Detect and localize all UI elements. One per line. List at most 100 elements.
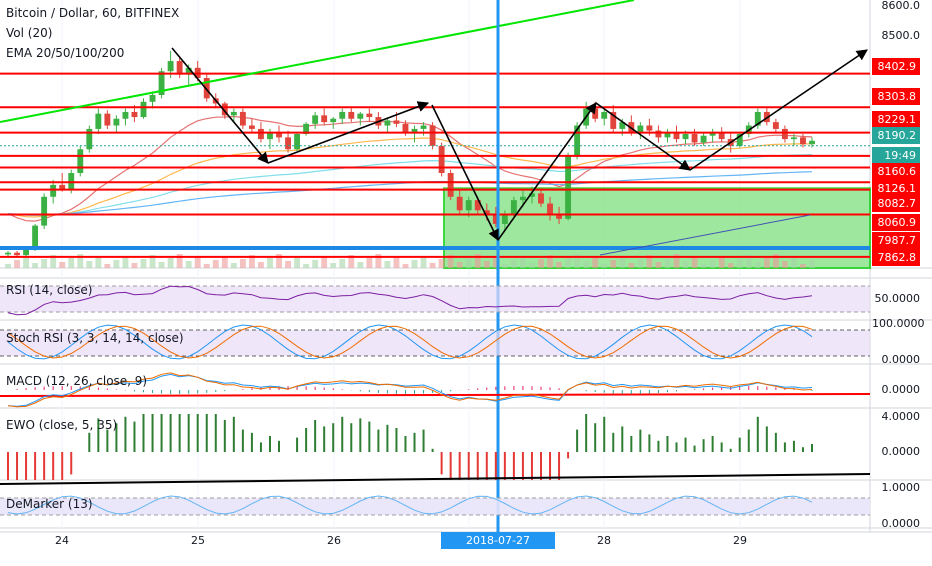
candle-body [682, 134, 689, 140]
candle-body [529, 193, 535, 197]
volume-bar [32, 263, 39, 268]
candle-body [601, 111, 608, 119]
candle-body [230, 111, 237, 116]
volume-bar [59, 262, 66, 268]
candle-body [809, 140, 815, 145]
volume-bar [194, 257, 201, 268]
volume-bar [411, 260, 418, 268]
volume-bar [547, 255, 553, 268]
volume-bar [239, 259, 246, 268]
volume-bar [230, 263, 237, 268]
volume-bar [5, 264, 11, 268]
projection-arrow [431, 104, 499, 242]
volume-bar [167, 258, 174, 268]
price-tick-8500: 8500.0 [881, 29, 921, 42]
candle-body [122, 111, 129, 119]
volume-bar [23, 256, 30, 268]
candle-body [754, 111, 761, 126]
chart-svg[interactable] [0, 0, 932, 550]
candle-body [176, 61, 183, 75]
volume-bar [104, 264, 111, 268]
candle-body [321, 115, 328, 123]
volume-bar [321, 256, 328, 268]
volume-bar [610, 260, 617, 268]
volume-bar [185, 261, 192, 268]
volume-bar [393, 257, 400, 268]
candle-body [158, 71, 165, 95]
stoch-axis-lower: 0.0000 [881, 353, 921, 366]
projection-arrow [267, 101, 430, 164]
candle-body [294, 134, 301, 150]
time-tick-24: 24 [55, 534, 69, 547]
volume-bar [267, 258, 273, 268]
candle-body [474, 200, 481, 211]
volume-bar [122, 256, 129, 268]
volume-bar [736, 259, 743, 268]
candle-body [619, 122, 626, 129]
macd-signal-line [7, 372, 813, 408]
time-tick-25: 25 [191, 534, 205, 547]
volume-bar [492, 257, 499, 268]
candle-body [736, 134, 743, 146]
symbol-title: Bitcoin / Dollar, 60, BITFINEX [6, 6, 180, 20]
candle-body [203, 78, 210, 99]
volume-bar [95, 257, 102, 268]
volume-bar [538, 259, 544, 268]
volume-bar [429, 263, 436, 268]
volume-bar [673, 254, 680, 268]
ewo-title: EWO (close, 5, 35) [6, 418, 118, 432]
volume-bar [592, 257, 599, 268]
volume-bar [601, 264, 608, 268]
volume-bar [149, 255, 156, 268]
candle-body [565, 156, 572, 219]
volume-bar [113, 260, 120, 268]
candle-body [691, 134, 698, 143]
level-badge-8160: 8160.6 [872, 163, 920, 180]
candle-body [285, 137, 291, 150]
candle-body [420, 125, 427, 129]
volume-bar [655, 262, 662, 268]
volume-bar [348, 255, 355, 268]
vol-legend: Vol (20) [6, 26, 53, 40]
macd-title: MACD (12, 26, close, 9) [6, 374, 148, 388]
volume-bar [131, 263, 138, 268]
crosshair-time-badge: 2018-07-27 05:00:00 [441, 532, 555, 564]
candle-body [77, 149, 84, 174]
candle-body [637, 125, 644, 133]
volume-bar [800, 264, 806, 268]
candle-body [592, 108, 599, 119]
volume-bar [68, 258, 75, 268]
candle-body [673, 132, 680, 140]
volume-bar [574, 254, 581, 268]
candle-body [492, 213, 499, 224]
candle-body [655, 130, 662, 138]
candle-body [312, 115, 319, 124]
volume-bar [682, 261, 689, 268]
candle-body [393, 120, 400, 124]
stoch-title: Stoch RSI (3, 3, 14, 14, close) [6, 331, 184, 345]
volume-bar [790, 257, 797, 268]
candle-body [41, 196, 48, 226]
level-badge-8126: 8126.1 [872, 180, 920, 197]
candle-body [800, 137, 806, 145]
candle-body [149, 94, 156, 102]
candle-body [556, 213, 562, 219]
candle-body [258, 128, 264, 140]
time-tick-26: 26 [327, 534, 341, 547]
volume-bar [519, 256, 526, 268]
volume-bar [745, 255, 752, 268]
candle-body [483, 210, 490, 214]
volume-bar [691, 257, 698, 268]
projection-arrow [689, 49, 868, 171]
volume-bar [727, 263, 734, 268]
candle-body [348, 111, 355, 119]
time-tick-28: 28 [597, 534, 611, 547]
stoch-d-line [7, 325, 813, 359]
macd-red-line [0, 393, 871, 397]
candle-body [447, 173, 454, 197]
candle-body [86, 128, 93, 150]
candle-body [772, 122, 779, 129]
volume-bar [203, 264, 210, 268]
candle-body [14, 252, 20, 256]
